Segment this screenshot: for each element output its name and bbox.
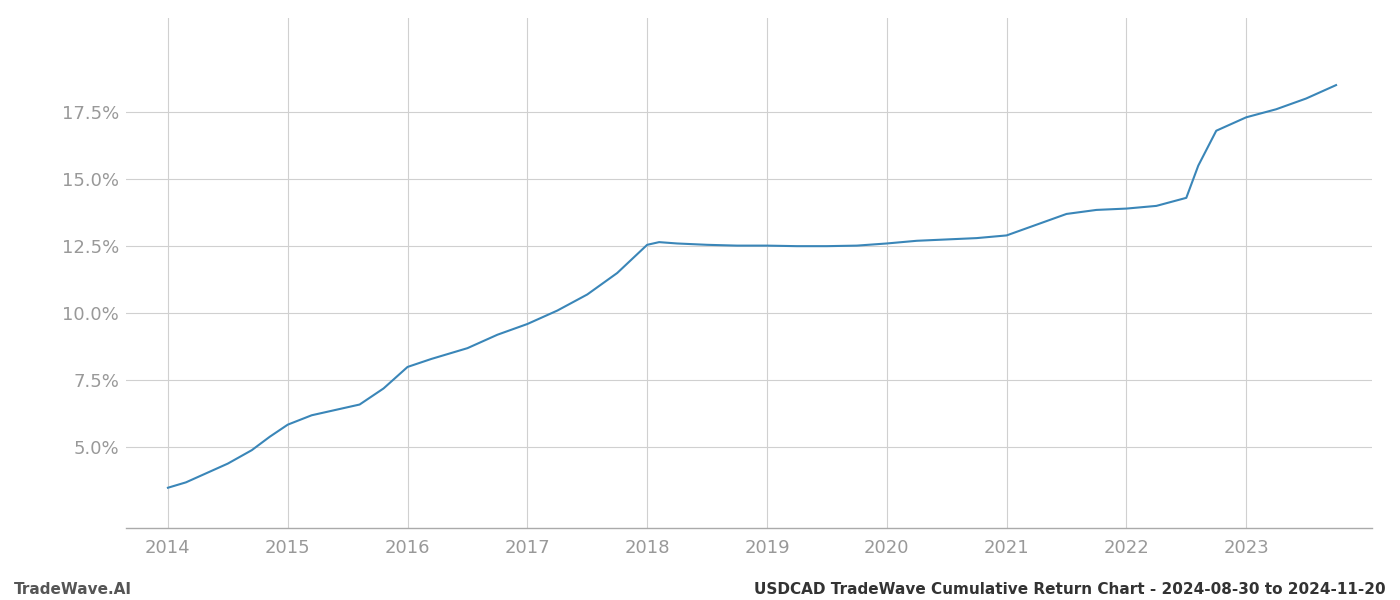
Text: TradeWave.AI: TradeWave.AI bbox=[14, 582, 132, 597]
Text: USDCAD TradeWave Cumulative Return Chart - 2024-08-30 to 2024-11-20: USDCAD TradeWave Cumulative Return Chart… bbox=[755, 582, 1386, 597]
